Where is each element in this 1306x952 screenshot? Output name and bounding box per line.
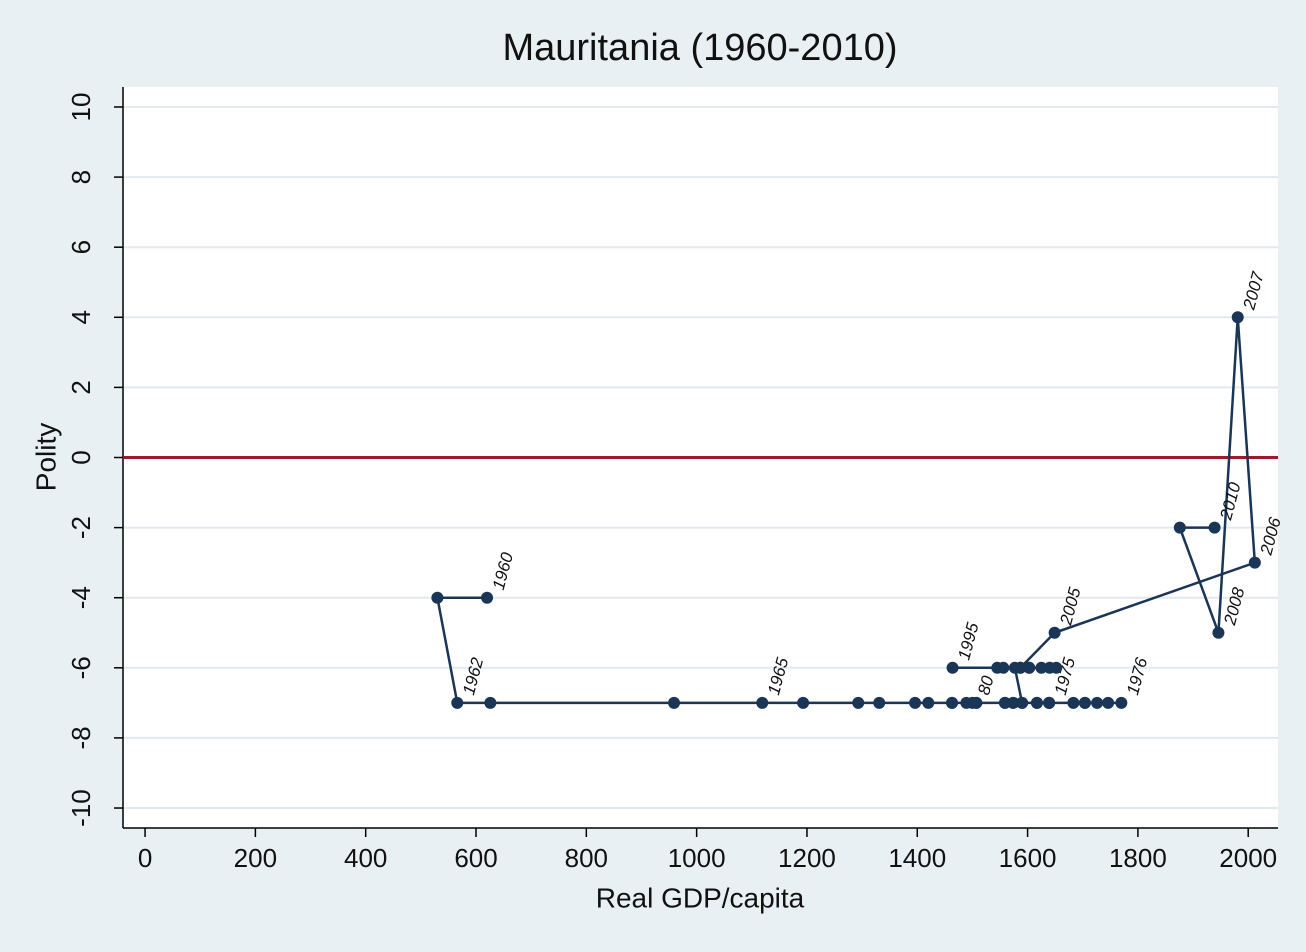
y-tick-label: -2 bbox=[66, 516, 96, 539]
data-point bbox=[1023, 661, 1036, 674]
data-point bbox=[998, 696, 1011, 709]
data-point bbox=[797, 696, 810, 709]
data-point bbox=[1115, 696, 1128, 709]
data-point bbox=[922, 696, 935, 709]
data-point bbox=[852, 696, 865, 709]
x-tick-label: 1200 bbox=[778, 843, 836, 873]
x-tick-label: 2000 bbox=[1219, 843, 1277, 873]
x-tick-label: 600 bbox=[454, 843, 497, 873]
y-tick-label: -10 bbox=[66, 789, 96, 827]
data-point bbox=[1102, 696, 1115, 709]
chart-title: Mauritania (1960-2010) bbox=[502, 27, 897, 69]
y-tick-label: 4 bbox=[66, 310, 96, 324]
data-point bbox=[1007, 696, 1020, 709]
x-tick-label: 1400 bbox=[888, 843, 946, 873]
data-point bbox=[756, 696, 769, 709]
data-point bbox=[873, 696, 886, 709]
y-tick-label: 10 bbox=[66, 93, 96, 122]
y-tick-label: -4 bbox=[66, 586, 96, 609]
data-point bbox=[481, 591, 494, 604]
point-label: 80 bbox=[974, 673, 997, 697]
data-point bbox=[909, 696, 922, 709]
data-point bbox=[1208, 521, 1221, 534]
data-point bbox=[451, 696, 464, 709]
data-point bbox=[1173, 521, 1186, 534]
x-axis-label: Real GDP/capita bbox=[596, 882, 805, 913]
y-tick-label: -8 bbox=[66, 726, 96, 749]
y-tick-label: 6 bbox=[66, 240, 96, 254]
x-tick-label: 400 bbox=[344, 843, 387, 873]
y-tick-label: 2 bbox=[66, 380, 96, 394]
x-tick-label: 1800 bbox=[1109, 843, 1167, 873]
data-point bbox=[997, 661, 1010, 674]
data-point bbox=[1231, 311, 1244, 324]
y-tick-label: -6 bbox=[66, 656, 96, 679]
data-point bbox=[484, 696, 497, 709]
data-point bbox=[1067, 696, 1080, 709]
data-point bbox=[1212, 626, 1225, 639]
data-point bbox=[431, 591, 444, 604]
data-point bbox=[1248, 556, 1261, 569]
data-point bbox=[946, 661, 959, 674]
x-tick-label: 800 bbox=[565, 843, 608, 873]
y-tick-label: 8 bbox=[66, 170, 96, 184]
data-point bbox=[1048, 626, 1061, 639]
data-point bbox=[668, 696, 681, 709]
x-tick-label: 200 bbox=[234, 843, 277, 873]
data-point bbox=[946, 696, 959, 709]
data-point bbox=[1030, 696, 1043, 709]
data-point bbox=[970, 696, 983, 709]
x-tick-label: 0 bbox=[138, 843, 152, 873]
data-point bbox=[1014, 661, 1027, 674]
data-point bbox=[1016, 696, 1029, 709]
data-point bbox=[1035, 661, 1048, 674]
data-point bbox=[1050, 661, 1063, 674]
data-point bbox=[960, 696, 973, 709]
x-tick-label: 1600 bbox=[999, 843, 1057, 873]
x-tick-label: 1000 bbox=[668, 843, 726, 873]
data-point bbox=[1043, 696, 1056, 709]
y-axis-label: Polity bbox=[30, 423, 61, 491]
y-tick-label: 0 bbox=[66, 450, 96, 464]
data-point bbox=[1091, 696, 1104, 709]
data-point bbox=[1078, 696, 1091, 709]
